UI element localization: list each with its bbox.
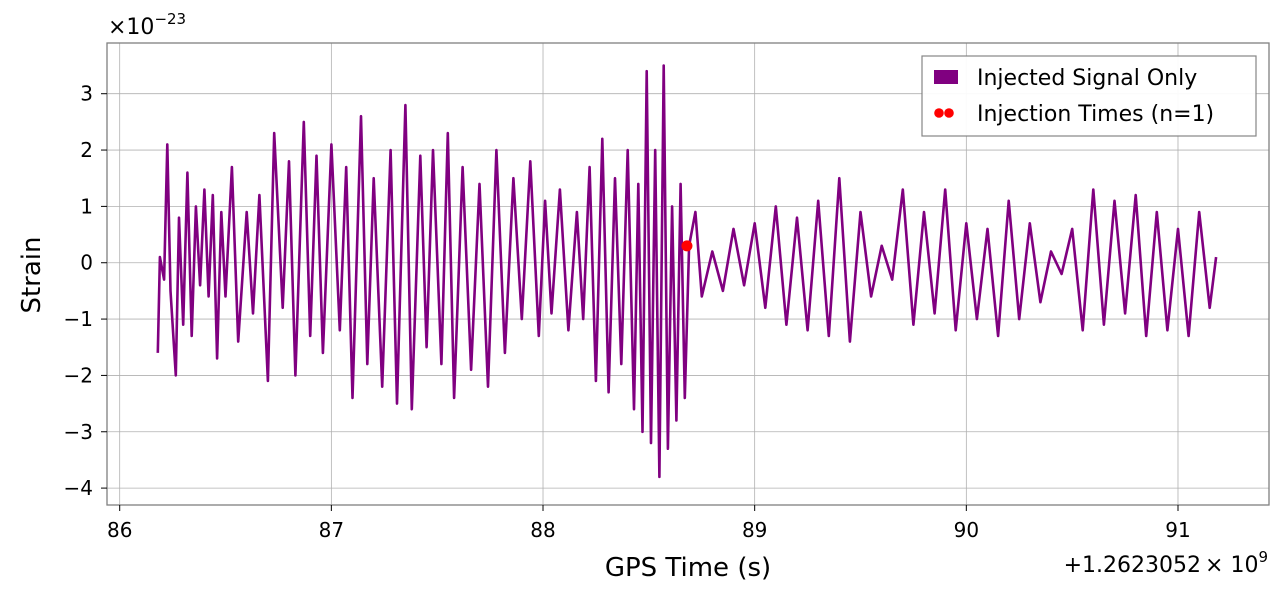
legend-label-injection: Injection Times (n=1)	[977, 102, 1214, 127]
legend-swatch-signal	[934, 70, 958, 84]
y-tick-label: −1	[64, 307, 93, 331]
ticks: 86 87 88 89 90 91 3 2 1 0 −1 −2 −3 −4	[64, 82, 1191, 542]
y-tick-label: 3	[80, 82, 93, 106]
series-layer	[156, 64, 1218, 479]
x-tick-label: 88	[530, 518, 555, 542]
x-offset-value: +1.2623052	[1064, 553, 1201, 578]
y-scale-label: ×10−23	[108, 10, 186, 40]
y-tick-label: −4	[64, 476, 93, 500]
y-axis-label: Strain	[17, 236, 47, 313]
x-tick-label: 87	[319, 518, 344, 542]
plot-frame	[106, 42, 1270, 506]
legend-marker-injection-2	[944, 108, 954, 118]
legend-box	[921, 55, 1257, 137]
x-offset-label: +1.2623052 × 109	[1064, 548, 1268, 578]
legend: Injected Signal Only Injection Times (n=…	[921, 55, 1257, 137]
x-tick-label: 91	[1165, 518, 1190, 542]
y-tick-label: 0	[80, 251, 93, 275]
legend-label-signal: Injected Signal Only	[977, 66, 1197, 91]
x-tick-label: 90	[954, 518, 979, 542]
injection-time-point	[681, 240, 693, 252]
y-tick-label: −3	[64, 420, 93, 444]
y-scale-exp: −23	[154, 10, 186, 28]
x-offset-times: × 10	[1205, 553, 1258, 578]
x-tick-label: 89	[742, 518, 767, 542]
series-line-injected-signal	[156, 64, 1218, 479]
legend-marker-injection-1	[934, 108, 944, 118]
y-tick-label: −2	[64, 363, 93, 387]
y-tick-label: 1	[80, 194, 93, 218]
x-offset-exp: 9	[1258, 548, 1268, 566]
x-tick-label: 86	[107, 518, 132, 542]
x-axis-label: GPS Time (s)	[605, 553, 771, 583]
y-scale-base: ×10	[108, 15, 154, 40]
y-tick-label: 2	[80, 138, 93, 162]
